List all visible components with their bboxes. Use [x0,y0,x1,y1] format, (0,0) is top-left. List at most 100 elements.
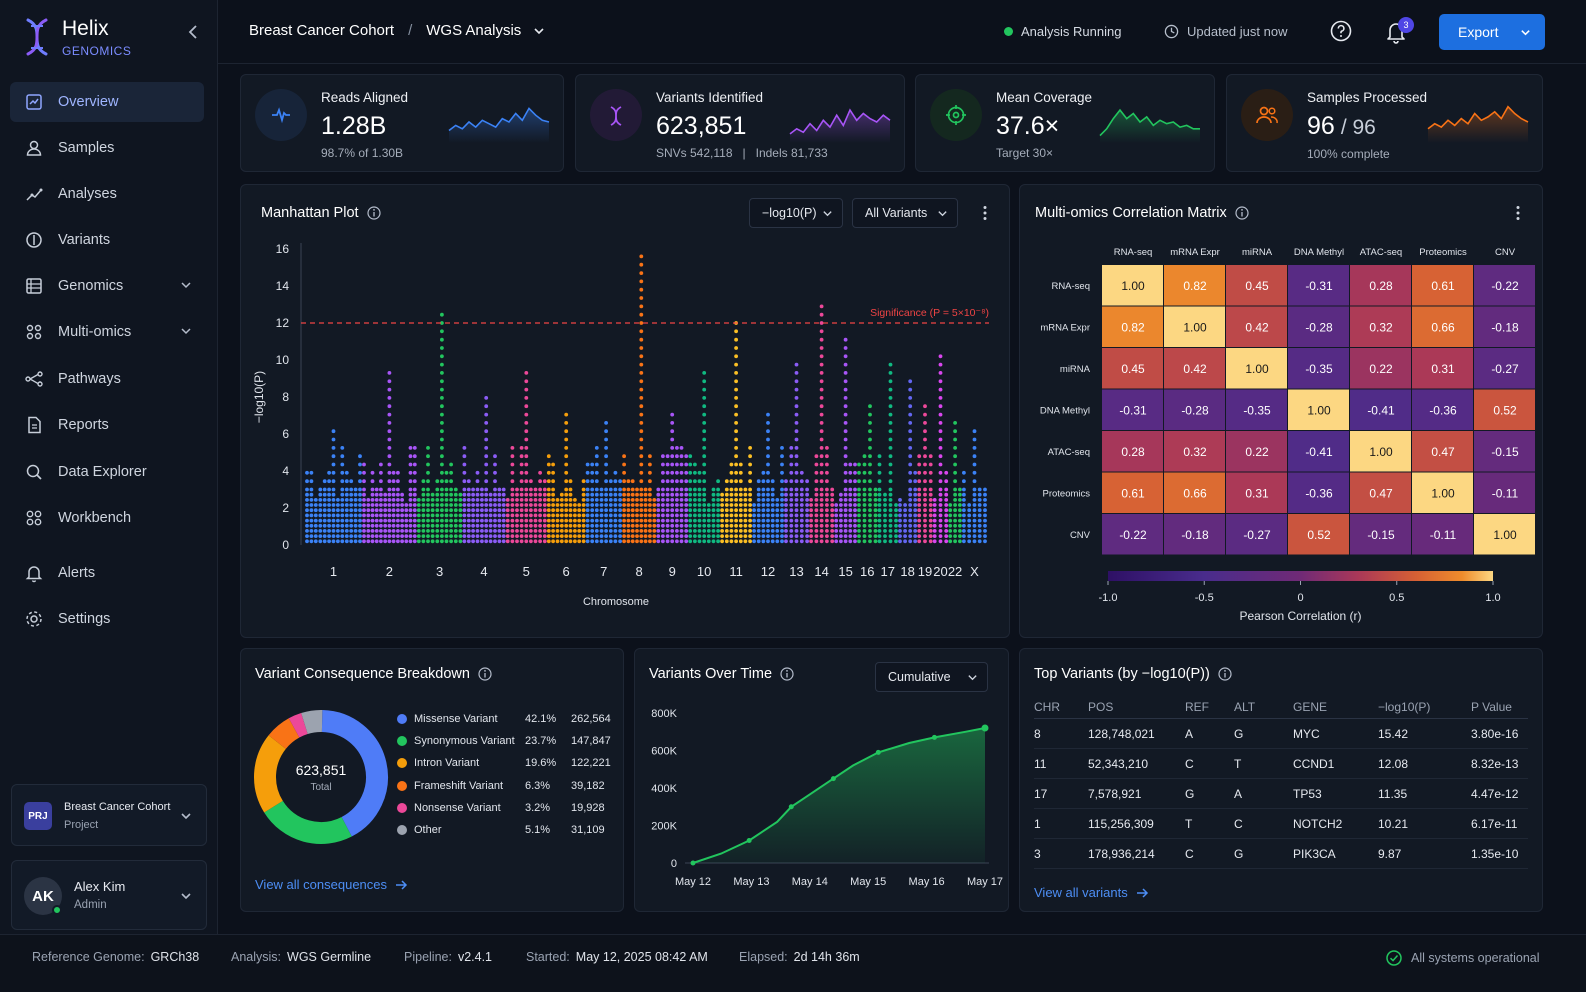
help-icon[interactable] [1330,20,1352,42]
sidebar-item-reports[interactable]: Reports [10,405,204,445]
heatmap-cell[interactable] [1350,389,1411,431]
heatmap-cell[interactable] [1226,348,1287,389]
sidebar-item-genomics[interactable]: Genomics [10,266,204,306]
table-header-0[interactable]: CHR [1034,700,1060,714]
heatmap-cell[interactable] [1164,514,1225,555]
donut-segment[interactable] [301,710,323,735]
heatmap-cell[interactable] [1164,431,1225,472]
heatmap-cell[interactable] [1288,431,1349,472]
heatmap-cell[interactable] [1474,348,1535,389]
heatmap-cell[interactable] [1288,389,1349,431]
heatmap-cell[interactable] [1226,265,1287,306]
donut-segment[interactable] [288,713,308,738]
legend-item[interactable]: Frameshift Variant 6.3% 39,182 [397,780,617,792]
heatmap-cell[interactable] [1288,348,1349,389]
table-row[interactable]: 17 7,578,921 G A TP53 11.35 4.47e-12 [1034,779,1528,809]
heatmap-cell[interactable] [1102,389,1163,431]
heatmap-cell[interactable] [1102,306,1163,348]
heatmap-cell[interactable] [1412,348,1473,389]
table-header-2[interactable]: REF [1185,700,1209,714]
area-point[interactable] [875,749,881,755]
heatmap-cell[interactable] [1226,472,1287,514]
legend-item[interactable]: Intron Variant 19.6% 122,221 [397,757,617,769]
table-header-3[interactable]: ALT [1234,700,1256,714]
sidebar-item-analyses[interactable]: Analyses [10,174,204,214]
table-row[interactable]: 1 115,256,309 T C NOTCH2 10.21 6.17e-11 [1034,809,1528,839]
chevron-down-icon[interactable] [533,25,545,37]
heatmap-cell[interactable] [1288,265,1349,306]
heatmap-cell[interactable] [1102,472,1163,514]
legend-item[interactable]: Synonymous Variant 23.7% 147,847 [397,735,617,747]
breadcrumb-analysis[interactable]: WGS Analysis [426,22,522,39]
heatmap-cell[interactable] [1350,472,1411,514]
donut-segment[interactable] [264,800,352,844]
table-header-5[interactable]: −log10(P) [1378,700,1431,714]
area-point[interactable] [981,724,989,732]
table-row[interactable]: 11 52,343,210 C T CCND1 12.08 8.32e-13 [1034,749,1528,779]
heatmap-cell[interactable] [1412,472,1473,514]
heatmap-cell[interactable] [1102,431,1163,472]
table-header-1[interactable]: POS [1088,700,1114,714]
heatmap-cell[interactable] [1474,265,1535,306]
sidebar-item-samples[interactable]: Samples [10,128,204,168]
sidebar-item-settings[interactable]: Settings [10,599,204,639]
heatmap-cell[interactable] [1226,389,1287,431]
heatmap-cell[interactable] [1226,431,1287,472]
view-all-consequences-link[interactable]: View all consequences [255,877,408,892]
sidebar-item-data-explorer[interactable]: Data Explorer [10,452,204,492]
heatmap-cell[interactable] [1474,389,1535,431]
sidebar-item-overview[interactable]: Overview [10,82,204,122]
more-options-icon[interactable] [1516,205,1520,221]
heatmap-cell[interactable] [1474,514,1535,555]
heatmap-cell[interactable] [1474,306,1535,348]
table-row[interactable]: 8 128,748,021 A G MYC 15.42 3.80e-16 [1034,719,1528,749]
heatmap-cell[interactable] [1102,348,1163,389]
heatmap-cell[interactable] [1288,514,1349,555]
export-button[interactable]: Export [1439,14,1545,50]
info-icon[interactable] [478,667,492,681]
heatmap-cell[interactable] [1350,514,1411,555]
legend-item[interactable]: Nonsense Variant 3.2% 19,928 [397,802,617,814]
heatmap-cell[interactable] [1102,265,1163,306]
heatmap-cell[interactable] [1102,514,1163,555]
heatmap-cell[interactable] [1164,306,1225,348]
info-icon[interactable] [780,667,794,681]
heatmap-cell[interactable] [1164,348,1225,389]
heatmap-cell[interactable] [1226,514,1287,555]
info-icon[interactable] [1218,667,1232,681]
legend-item[interactable]: Other 5.1% 31,109 [397,824,617,836]
area-point[interactable] [830,776,836,782]
donut-segment[interactable] [254,735,287,813]
sidebar-item-variants[interactable]: Variants [10,220,204,260]
sidebar-item-pathways[interactable]: Pathways [10,359,204,399]
heatmap-cell[interactable] [1350,431,1411,472]
table-header-4[interactable]: GENE [1293,700,1328,714]
heatmap-cell[interactable] [1412,306,1473,348]
heatmap-cell[interactable] [1350,265,1411,306]
more-options-icon[interactable] [983,205,987,221]
sidebar-item-multi-omics[interactable]: Multi-omics [10,312,204,352]
sidebar-item-workbench[interactable]: Workbench [10,498,204,538]
area-point[interactable] [788,804,794,810]
table-header-6[interactable]: P Value [1471,700,1512,714]
donut-segment[interactable] [321,710,388,837]
user-menu[interactable]: AK Alex Kim Admin [11,860,207,930]
heatmap-cell[interactable] [1288,306,1349,348]
heatmap-cell[interactable] [1288,472,1349,514]
area-point[interactable] [690,860,696,866]
scale-select[interactable]: −log10(P) [749,198,843,228]
project-switcher[interactable]: PRJ Breast Cancer Cohort Project [11,784,207,846]
heatmap-cell[interactable] [1412,389,1473,431]
heatmap-cell[interactable] [1412,514,1473,555]
heatmap-cell[interactable] [1474,472,1535,514]
table-row[interactable]: 3 178,936,214 C G PIK3CA 9.87 1.35e-10 [1034,839,1528,869]
timeline-mode-select[interactable]: Cumulative [875,662,988,692]
info-icon[interactable] [1235,206,1249,220]
donut-segment[interactable] [268,718,300,750]
area-point[interactable] [746,838,752,843]
info-icon[interactable] [366,206,381,220]
heatmap-cell[interactable] [1412,265,1473,306]
breadcrumb-project[interactable]: Breast Cancer Cohort [249,22,395,39]
sidebar-item-alerts[interactable]: Alerts [10,553,204,593]
legend-item[interactable]: Missense Variant 42.1% 262,564 [397,713,617,725]
